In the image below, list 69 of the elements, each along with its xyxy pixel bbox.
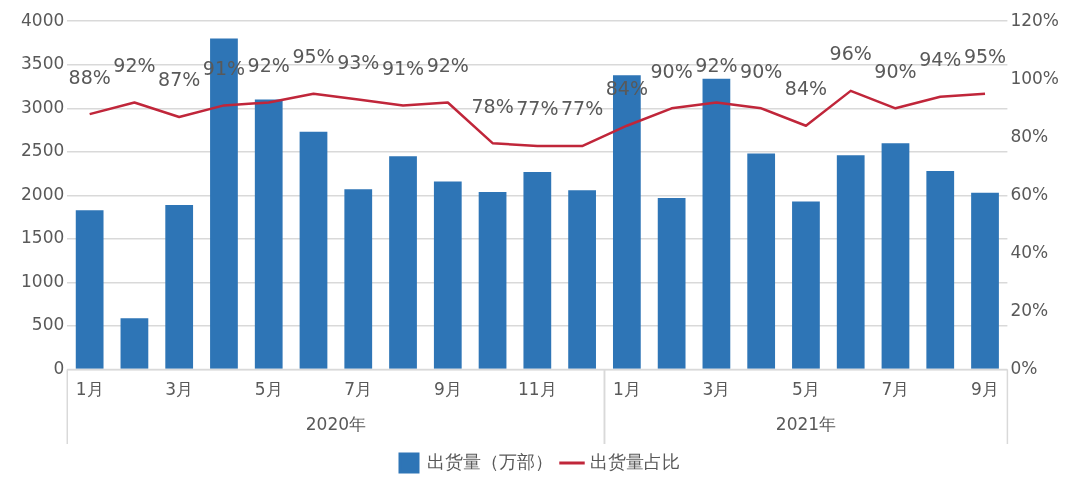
data-label: 90% — [874, 59, 917, 82]
y-tick-label: 500 — [31, 314, 65, 335]
x-tick-label: 5月 — [254, 379, 283, 400]
x-tick-label: 7月 — [881, 379, 910, 400]
x-tick-label: 9月 — [433, 379, 462, 400]
x-tick-label: 5月 — [792, 379, 820, 400]
bar — [836, 155, 865, 369]
bar — [523, 171, 552, 369]
y2-tick-label: 100% — [1010, 67, 1060, 88]
text: 2020年 — [305, 414, 367, 435]
x-tick-label: 9月 — [971, 379, 999, 400]
data-label: 88% — [68, 65, 111, 88]
data-label: 77% — [560, 97, 604, 120]
y2-tick-label: 0% — [1010, 358, 1038, 379]
data-label: 78% — [471, 94, 514, 117]
bar — [389, 156, 417, 369]
bar — [433, 181, 462, 369]
y-tick-label: 4000 — [21, 9, 65, 30]
bar — [478, 191, 507, 369]
data-label: 93% — [337, 51, 380, 74]
y-tick-label: 3500 — [21, 53, 65, 74]
bar — [971, 192, 999, 369]
y-tick-label: 0 — [53, 358, 65, 379]
y-tick-label: 2500 — [21, 140, 65, 161]
data-label: 92% — [426, 53, 469, 76]
y2-tick-label: 20% — [1010, 299, 1049, 320]
legend-label: 出货量占比 — [590, 450, 680, 472]
x-tick-label: 3月 — [702, 379, 731, 400]
y-tick-label: 3000 — [21, 96, 65, 117]
bar — [881, 143, 910, 369]
y2-tick-label: 40% — [1010, 241, 1049, 262]
bar — [254, 99, 283, 369]
data-label: 92% — [247, 53, 290, 76]
bar — [926, 171, 955, 369]
data-label: 95% — [292, 45, 335, 68]
text: 2021年 — [775, 414, 837, 435]
y-tick-label: 2000 — [21, 183, 65, 204]
bar — [747, 153, 776, 369]
bar — [792, 201, 820, 369]
y-tick-label: 1500 — [21, 227, 65, 248]
y2-tick-label: 80% — [1010, 125, 1049, 146]
data-label: 92% — [113, 53, 156, 76]
data-label: 77% — [516, 97, 559, 120]
bar — [568, 190, 596, 369]
bar — [702, 78, 731, 369]
y2-tick-label: 60% — [1010, 183, 1049, 204]
data-label: 90% — [650, 59, 693, 82]
data-label: 95% — [963, 45, 1007, 68]
y-tick-label: 1000 — [21, 270, 65, 291]
x-tick-label: 7月 — [344, 379, 373, 400]
y2-tick-label: 120% — [1010, 9, 1060, 30]
bar — [657, 198, 686, 369]
data-label: 91% — [381, 56, 425, 79]
x-tick-label: 11月 — [518, 379, 557, 400]
data-label: 87% — [158, 68, 201, 91]
data-label: 84% — [784, 77, 828, 100]
legend-label: 出货量（万部） — [427, 450, 553, 472]
data-label: 96% — [829, 42, 872, 65]
x-tick-label: 1月 — [75, 379, 104, 400]
data-label: 90% — [740, 59, 783, 82]
x-tick-label: 1月 — [612, 379, 641, 400]
bar — [299, 131, 328, 369]
bar — [165, 204, 194, 369]
bar — [75, 210, 104, 369]
x-tick-label: 3月 — [165, 379, 194, 400]
data-label: 94% — [919, 48, 962, 71]
data-label: 92% — [695, 53, 738, 76]
bar — [120, 318, 149, 369]
bar — [344, 189, 373, 369]
